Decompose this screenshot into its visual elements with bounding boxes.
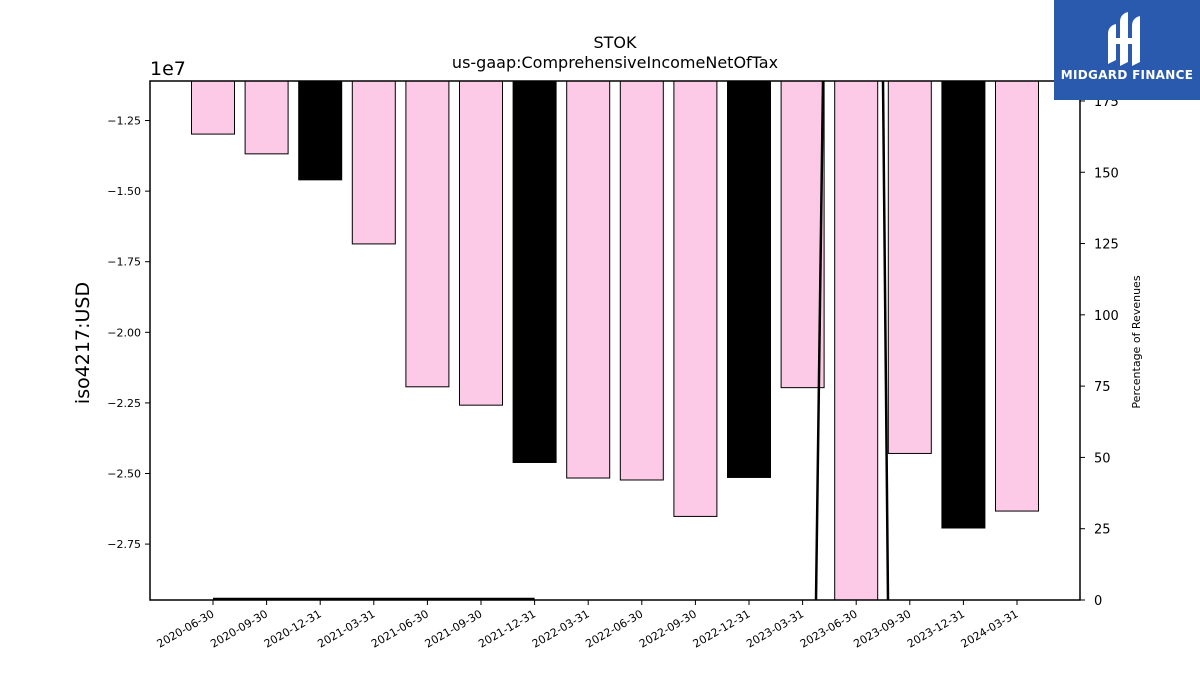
y2-axis-label: Percentage of Revenues: [1130, 275, 1143, 408]
x-tick-label: 2020-12-31: [262, 607, 324, 650]
y-tick-label: −2.25: [107, 397, 141, 410]
bar-2021-12-31: [512, 80, 557, 463]
y2-tick-label: 25: [1094, 523, 1111, 538]
y2-tick-label: 100: [1094, 309, 1119, 324]
y2-tick-label: 125: [1094, 238, 1119, 253]
y-tick-label: −2.00: [107, 326, 141, 339]
chart-subtitle: us-gaap:ComprehensiveIncomeNetOfTax: [452, 53, 778, 72]
x-tick-label: 2023-03-31: [744, 607, 806, 650]
bar-2021-09-30: [459, 80, 503, 406]
bar-2023-12-31: [941, 80, 986, 529]
plot-frame: [149, 80, 1081, 601]
x-tick-label: 2022-03-31: [530, 607, 592, 650]
y-tick-label: −1.75: [107, 256, 141, 269]
bar-2024-03-31: [995, 80, 1039, 512]
bar-2020-12-31: [298, 80, 343, 181]
x-tick-label: 2021-09-30: [423, 607, 485, 650]
pct-line-segment-2: [814, 80, 825, 601]
y-tick-label: −1.25: [107, 115, 141, 128]
y-axis-label: iso4217:USD: [72, 282, 94, 404]
x-tick-label: 2020-09-30: [208, 607, 270, 650]
bar-2021-06-30: [405, 80, 450, 388]
y-offset-label: 1e7: [150, 58, 186, 80]
percentage-line-group: [213, 80, 890, 601]
x-tick-label: 2024-03-31: [959, 607, 1021, 650]
x-tick-label: 2023-12-31: [905, 607, 967, 650]
x-tick-label: 2023-09-30: [851, 607, 913, 650]
bar-2023-09-30: [887, 80, 932, 454]
x-tick-label: 2023-06-30: [798, 607, 860, 650]
y-tick-label: −2.50: [107, 467, 141, 480]
bar-2023-06-30: [834, 80, 879, 601]
x-tick-label: 2021-03-31: [315, 607, 377, 650]
x-tick-label: 2022-09-30: [637, 607, 699, 650]
bar-2023-03-31: [780, 80, 825, 389]
bar-2020-09-30: [244, 80, 289, 155]
y2-tick-label: 150: [1094, 166, 1119, 181]
y2-tick-label: 75: [1094, 380, 1111, 395]
bar-2022-06-30: [619, 80, 664, 481]
midgard-finance-logo: MIDGARD FINANCE: [1054, 0, 1200, 100]
logo-text: MIDGARD FINANCE: [1060, 68, 1194, 82]
y2-tick-label: 0: [1094, 594, 1102, 609]
bar-2022-03-31: [566, 80, 611, 479]
bar-2022-12-31: [727, 80, 771, 478]
pct-line-segment-3: [881, 80, 890, 601]
x-tick-label: 2022-06-30: [583, 607, 645, 650]
bars-group: [191, 80, 1039, 601]
x-tick-label: 2022-12-31: [691, 607, 753, 650]
y2-tick-label: 50: [1094, 451, 1111, 466]
chart-title: STOK: [593, 33, 637, 52]
x-tick-label: 2021-12-31: [476, 607, 538, 650]
y-tick-label: −2.75: [107, 538, 141, 551]
x-tick-label: 2020-06-30: [155, 607, 217, 650]
bar-2022-09-30: [673, 80, 718, 517]
y-tick-label: −1.50: [107, 185, 141, 198]
x-tick-label: 2021-06-30: [369, 607, 431, 650]
bar-2021-03-31: [351, 80, 396, 245]
logo-mark-icon: [1108, 12, 1140, 66]
bar-2020-06-30: [191, 80, 235, 135]
